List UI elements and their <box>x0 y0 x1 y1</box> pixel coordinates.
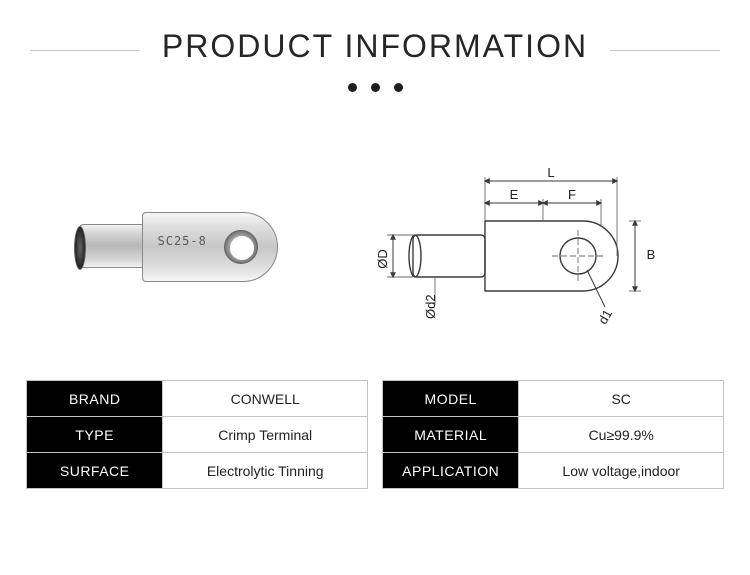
page-title: PRODUCT INFORMATION <box>140 28 610 65</box>
dot-icon <box>348 83 357 92</box>
spec-table-right: MODEL SC MATERIAL Cu≥99.9% APPLICATION L… <box>382 380 724 489</box>
spec-table-left: BRAND CONWELL TYPE Crimp Terminal SURFAC… <box>26 380 368 489</box>
spec-key: MATERIAL <box>383 417 519 453</box>
label-d1: d1 <box>594 307 614 327</box>
title-dots <box>0 83 750 92</box>
spec-key: MODEL <box>383 381 519 417</box>
spec-key: TYPE <box>27 417 163 453</box>
spec-key: SURFACE <box>27 453 163 489</box>
product-photo: SC25-8 <box>78 202 278 292</box>
table-row: BRAND CONWELL <box>27 381 368 417</box>
dimension-diagram: L E F B ØD Ød2 d1 <box>373 157 673 337</box>
spec-value: Low voltage,indoor <box>519 453 724 489</box>
lug-marking: SC25-8 <box>158 234 207 248</box>
label-D: ØD <box>375 249 390 269</box>
label-d2: Ød2 <box>423 294 438 319</box>
spec-tables: BRAND CONWELL TYPE Crimp Terminal SURFAC… <box>0 380 750 489</box>
dot-icon <box>394 83 403 92</box>
lug-sleeve <box>78 224 150 268</box>
label-E: E <box>509 187 518 202</box>
leader-d1 <box>587 270 605 307</box>
label-F: F <box>568 187 576 202</box>
table-row: SURFACE Electrolytic Tinning <box>27 453 368 489</box>
figure-row: SC25-8 <box>0 142 750 352</box>
lug-hole <box>224 230 258 264</box>
table-row: MATERIAL Cu≥99.9% <box>383 417 724 453</box>
table-row: TYPE Crimp Terminal <box>27 417 368 453</box>
spec-value: Cu≥99.9% <box>519 417 724 453</box>
table-row: MODEL SC <box>383 381 724 417</box>
spec-value: CONWELL <box>163 381 368 417</box>
spec-key: BRAND <box>27 381 163 417</box>
spec-key: APPLICATION <box>383 453 519 489</box>
spec-value: Crimp Terminal <box>163 417 368 453</box>
table-row: APPLICATION Low voltage,indoor <box>383 453 724 489</box>
spec-value: SC <box>519 381 724 417</box>
spec-value: Electrolytic Tinning <box>163 453 368 489</box>
dot-icon <box>371 83 380 92</box>
label-L: L <box>547 165 554 180</box>
label-B: B <box>646 247 655 262</box>
